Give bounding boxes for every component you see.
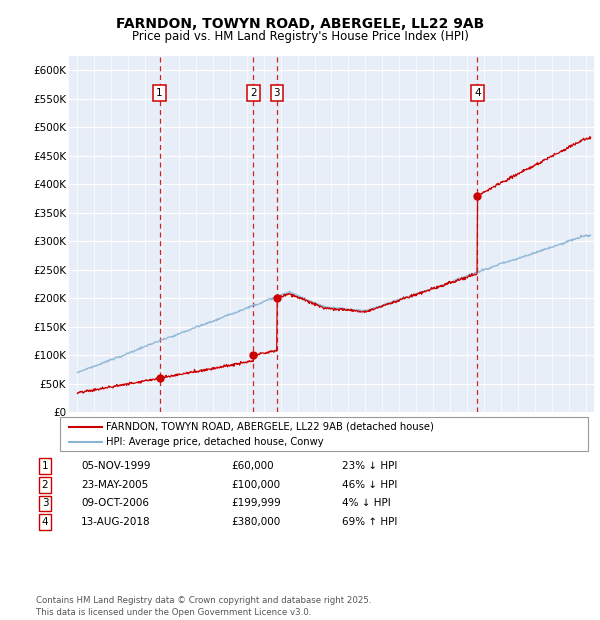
Text: 1: 1: [41, 461, 49, 471]
Text: FARNDON, TOWYN ROAD, ABERGELE, LL22 9AB: FARNDON, TOWYN ROAD, ABERGELE, LL22 9AB: [116, 17, 484, 32]
Text: £100,000: £100,000: [231, 480, 280, 490]
Text: 4: 4: [474, 88, 481, 98]
Text: 13-AUG-2018: 13-AUG-2018: [81, 517, 151, 527]
Text: £199,999: £199,999: [231, 498, 281, 508]
Text: 2: 2: [41, 480, 49, 490]
Text: 1: 1: [156, 88, 163, 98]
Text: HPI: Average price, detached house, Conwy: HPI: Average price, detached house, Conw…: [106, 437, 324, 447]
Text: 2: 2: [250, 88, 257, 98]
Text: 09-OCT-2006: 09-OCT-2006: [81, 498, 149, 508]
Text: 05-NOV-1999: 05-NOV-1999: [81, 461, 151, 471]
Text: 69% ↑ HPI: 69% ↑ HPI: [342, 517, 397, 527]
Text: Price paid vs. HM Land Registry's House Price Index (HPI): Price paid vs. HM Land Registry's House …: [131, 30, 469, 43]
Text: 23% ↓ HPI: 23% ↓ HPI: [342, 461, 397, 471]
Text: 4% ↓ HPI: 4% ↓ HPI: [342, 498, 391, 508]
Text: £380,000: £380,000: [231, 517, 280, 527]
Text: £60,000: £60,000: [231, 461, 274, 471]
Text: FARNDON, TOWYN ROAD, ABERGELE, LL22 9AB (detached house): FARNDON, TOWYN ROAD, ABERGELE, LL22 9AB …: [106, 422, 434, 432]
Text: 3: 3: [274, 88, 280, 98]
Text: 23-MAY-2005: 23-MAY-2005: [81, 480, 148, 490]
Text: 46% ↓ HPI: 46% ↓ HPI: [342, 480, 397, 490]
Text: 3: 3: [41, 498, 49, 508]
Text: 4: 4: [41, 517, 49, 527]
Text: Contains HM Land Registry data © Crown copyright and database right 2025.
This d: Contains HM Land Registry data © Crown c…: [36, 596, 371, 617]
